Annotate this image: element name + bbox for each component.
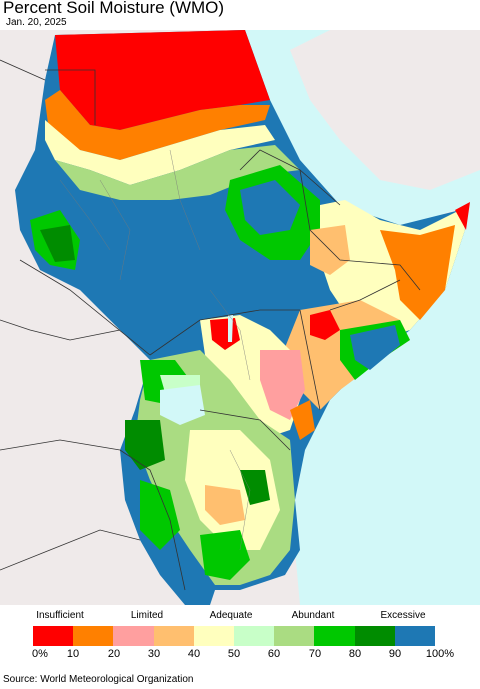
map-title: Percent Soil Moisture (WMO): [3, 0, 225, 17]
legend-cat-insufficient: Insufficient: [36, 610, 84, 621]
legend-tick: 80: [348, 648, 362, 660]
legend-tick: 70: [308, 648, 322, 660]
legend-color-bar: [33, 626, 436, 646]
legend-swatch-7: [314, 626, 355, 646]
legend-tick: 90: [388, 648, 402, 660]
admin-borders: [59, 149, 251, 551]
legend-tick: 30: [147, 648, 161, 660]
arabia-land: [290, 30, 480, 190]
legend-categories: Insufficient Limited Adequate Abundant E…: [0, 610, 480, 624]
legend-tick: 10: [66, 648, 80, 660]
legend-swatch-4: [193, 626, 235, 646]
legend-swatch-2: [113, 626, 154, 646]
legend-swatch-6: [274, 626, 315, 646]
soil-moisture-map: [0, 30, 480, 605]
legend-tick: 0%: [32, 648, 48, 660]
legend-tick: 100%: [425, 648, 455, 660]
legend-tick: 60: [267, 648, 281, 660]
legend-cat-limited: Limited: [130, 610, 164, 621]
legend-tick: 40: [187, 648, 201, 660]
legend-ticks: 0% 10 20 30 40 50 60 70 80 90 100%: [0, 648, 480, 662]
source-credit: Source: World Meteorological Organizatio…: [3, 674, 194, 685]
lake-victoria: [160, 385, 205, 425]
country-borders: [0, 59, 421, 591]
legend-swatch-0: [33, 626, 74, 646]
lake-turkana: [228, 315, 233, 342]
map-date: Jan. 20, 2025: [6, 17, 67, 28]
legend-cat-excessive: Excessive: [380, 610, 426, 621]
legend-tick: 50: [227, 648, 241, 660]
north-insufficient: [55, 30, 270, 130]
legend-cat-adequate: Adequate: [209, 610, 253, 621]
legend-swatch-9: [394, 626, 436, 646]
legend-tick: 20: [107, 648, 121, 660]
legend-cat-abundant: Abundant: [291, 610, 335, 621]
legend-swatch-8: [354, 626, 395, 646]
legend-swatch-5: [234, 626, 275, 646]
legend-swatch-3: [153, 626, 194, 646]
legend-swatch-1: [73, 626, 114, 646]
